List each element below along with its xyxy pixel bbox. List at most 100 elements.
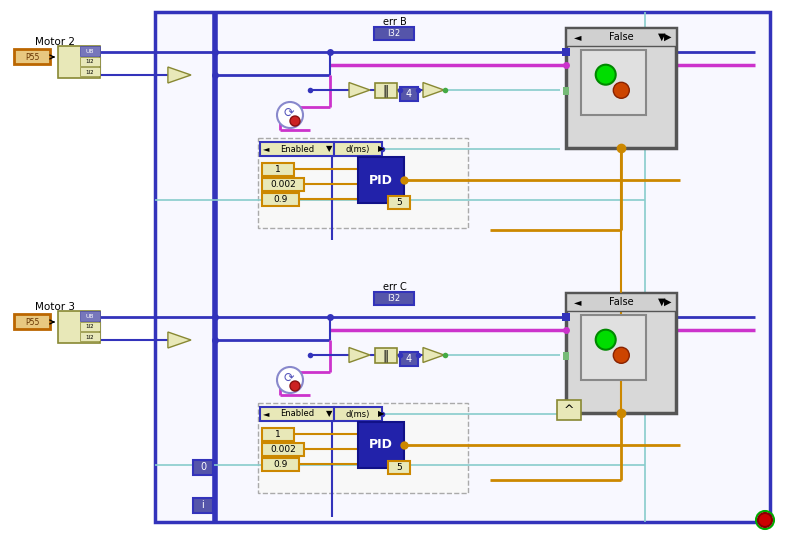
Polygon shape <box>349 82 370 97</box>
Text: 1: 1 <box>275 430 281 439</box>
Circle shape <box>614 347 630 363</box>
Text: 1I2: 1I2 <box>86 324 94 329</box>
Text: P55: P55 <box>25 52 39 62</box>
Text: ⟳: ⟳ <box>284 371 294 385</box>
FancyBboxPatch shape <box>334 142 382 156</box>
Text: 0: 0 <box>200 462 206 472</box>
FancyBboxPatch shape <box>358 422 404 468</box>
FancyBboxPatch shape <box>193 460 213 475</box>
FancyBboxPatch shape <box>581 315 646 380</box>
Text: ◄: ◄ <box>263 144 270 154</box>
Text: Motor 3: Motor 3 <box>35 302 75 312</box>
Polygon shape <box>349 348 370 363</box>
Text: ‖: ‖ <box>383 349 389 362</box>
Text: ◄: ◄ <box>574 32 582 42</box>
Text: PID: PID <box>369 439 393 452</box>
FancyBboxPatch shape <box>80 57 100 66</box>
Text: ▶: ▶ <box>378 409 385 418</box>
Text: 1I2: 1I2 <box>86 334 94 340</box>
FancyBboxPatch shape <box>260 142 334 156</box>
FancyBboxPatch shape <box>388 461 410 474</box>
FancyBboxPatch shape <box>374 292 414 305</box>
Text: ^: ^ <box>564 403 574 417</box>
FancyBboxPatch shape <box>80 322 100 331</box>
FancyBboxPatch shape <box>262 443 304 456</box>
Text: U8: U8 <box>86 49 94 54</box>
FancyBboxPatch shape <box>562 313 570 321</box>
Polygon shape <box>423 82 444 97</box>
FancyBboxPatch shape <box>563 87 569 95</box>
FancyBboxPatch shape <box>155 12 770 522</box>
Text: False: False <box>609 297 634 307</box>
Text: 4: 4 <box>406 89 412 99</box>
Text: 5: 5 <box>396 463 402 472</box>
Text: ▼: ▼ <box>326 144 333 154</box>
Text: 0.002: 0.002 <box>270 180 296 189</box>
Text: 0.9: 0.9 <box>274 195 288 204</box>
FancyBboxPatch shape <box>557 400 581 420</box>
FancyBboxPatch shape <box>262 428 294 441</box>
FancyBboxPatch shape <box>566 293 676 413</box>
Text: U8: U8 <box>86 314 94 318</box>
FancyBboxPatch shape <box>358 157 404 203</box>
Text: Enabled: Enabled <box>280 144 314 154</box>
Text: err B: err B <box>383 17 407 27</box>
Text: 1: 1 <box>275 165 281 174</box>
Text: P55: P55 <box>25 317 39 326</box>
FancyBboxPatch shape <box>258 138 468 228</box>
Circle shape <box>277 102 303 128</box>
FancyBboxPatch shape <box>80 332 100 341</box>
Text: ▶: ▶ <box>378 144 385 154</box>
FancyBboxPatch shape <box>262 178 304 191</box>
Text: 5: 5 <box>396 198 402 207</box>
FancyBboxPatch shape <box>581 50 646 115</box>
FancyBboxPatch shape <box>562 48 570 56</box>
FancyBboxPatch shape <box>14 49 50 64</box>
Text: Enabled: Enabled <box>280 409 314 418</box>
FancyBboxPatch shape <box>374 27 414 40</box>
FancyBboxPatch shape <box>80 311 100 321</box>
Text: 0.9: 0.9 <box>274 460 288 469</box>
Text: err C: err C <box>383 282 407 292</box>
FancyBboxPatch shape <box>566 28 676 148</box>
Text: i: i <box>202 501 204 510</box>
Text: ▶: ▶ <box>663 297 671 307</box>
Text: I32: I32 <box>387 294 401 303</box>
FancyBboxPatch shape <box>262 163 294 176</box>
Text: 0.002: 0.002 <box>270 445 296 454</box>
Text: ◄: ◄ <box>263 409 270 418</box>
FancyBboxPatch shape <box>80 46 100 56</box>
FancyBboxPatch shape <box>400 352 418 366</box>
FancyBboxPatch shape <box>566 28 676 46</box>
FancyBboxPatch shape <box>80 67 100 76</box>
FancyBboxPatch shape <box>375 83 397 98</box>
Circle shape <box>277 367 303 393</box>
Text: d(ms): d(ms) <box>346 409 370 418</box>
Text: ‖: ‖ <box>383 84 389 97</box>
Text: ▼: ▼ <box>658 297 666 307</box>
Text: 1I2: 1I2 <box>86 59 94 64</box>
FancyBboxPatch shape <box>388 196 410 209</box>
FancyBboxPatch shape <box>260 407 334 421</box>
Circle shape <box>614 82 630 98</box>
Circle shape <box>290 381 300 391</box>
Polygon shape <box>423 348 444 363</box>
Circle shape <box>290 116 300 126</box>
FancyBboxPatch shape <box>262 458 299 471</box>
FancyBboxPatch shape <box>563 352 569 360</box>
Text: False: False <box>609 32 634 42</box>
Text: ▼: ▼ <box>658 32 666 42</box>
Text: d(ms): d(ms) <box>346 144 370 154</box>
FancyBboxPatch shape <box>58 46 100 78</box>
Circle shape <box>758 513 772 527</box>
Text: ◄: ◄ <box>574 297 582 307</box>
FancyBboxPatch shape <box>375 348 397 363</box>
Text: 4: 4 <box>406 354 412 364</box>
FancyBboxPatch shape <box>193 498 213 513</box>
Text: ⟳: ⟳ <box>284 106 294 119</box>
Text: ▶: ▶ <box>663 32 671 42</box>
FancyBboxPatch shape <box>334 407 382 421</box>
FancyBboxPatch shape <box>258 403 468 493</box>
Circle shape <box>596 330 616 350</box>
Text: ▼: ▼ <box>326 409 333 418</box>
